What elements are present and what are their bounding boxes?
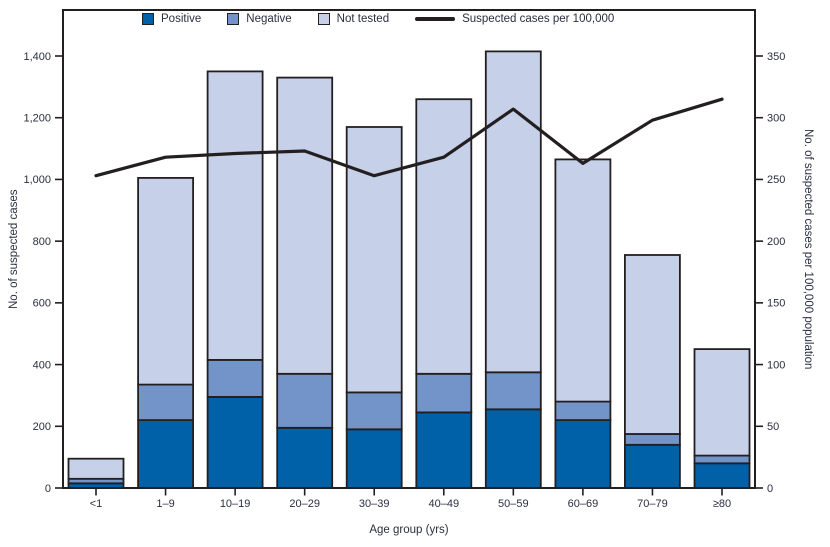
left-tick-label: 1,400 — [23, 51, 51, 63]
x-axis-title: Age group (yrs) — [369, 524, 449, 536]
bar-segment — [693, 462, 751, 489]
left-tick-label: 1,200 — [23, 113, 51, 125]
legend-item-line: Suspected cases per 100,000 — [415, 13, 614, 25]
bar-segment — [345, 126, 403, 394]
x-tick-label: 30–39 — [359, 498, 390, 510]
left-tick-label: 400 — [33, 359, 51, 371]
bar-segment — [624, 443, 681, 489]
x-tick-label: 20–29 — [289, 498, 320, 510]
legend-label: Positive — [161, 13, 202, 25]
plot-frame — [62, 9, 756, 489]
right-tick-label: 50 — [767, 421, 779, 433]
not-tested-swatch-icon — [317, 13, 330, 25]
x-tick-label: 1–9 — [156, 498, 174, 510]
bar-segment — [484, 408, 542, 489]
left-tick-label: 1,000 — [23, 174, 51, 186]
x-tick-label: 70–79 — [637, 498, 668, 510]
bar-segment — [345, 428, 403, 489]
x-tick-label: 60–69 — [568, 498, 599, 510]
legend-item-not-tested: Not tested — [317, 13, 390, 25]
left-tick-label: 800 — [33, 236, 51, 248]
bar-segment — [206, 70, 264, 361]
legend-item-positive: Positive — [142, 13, 201, 25]
right-tick-label: 150 — [767, 298, 785, 310]
bar-segment — [206, 358, 264, 398]
x-tick-label: 10–19 — [220, 498, 251, 510]
bar-segment — [415, 411, 473, 489]
x-tick-label: <1 — [90, 498, 103, 510]
line-swatch-icon — [415, 17, 456, 21]
right-tick-label: 300 — [767, 113, 785, 125]
bar-segment — [484, 371, 542, 411]
left-tick-label: 200 — [33, 421, 51, 433]
right-tick-label: 0 — [767, 483, 773, 495]
bar-segment — [554, 400, 612, 422]
left-tick-label: 0 — [45, 483, 51, 495]
bar-segment — [137, 419, 195, 489]
right-tick-label: 200 — [767, 236, 785, 248]
bar-segment — [276, 76, 334, 375]
bar-segment — [276, 372, 334, 429]
bar-segment — [415, 98, 473, 375]
bar-segment — [415, 372, 473, 414]
x-tick-label: 40–49 — [428, 498, 459, 510]
right-tick-label: 100 — [767, 359, 785, 371]
bar-segment — [276, 426, 334, 489]
bar-segment — [345, 391, 403, 431]
positive-swatch-icon — [142, 13, 154, 25]
bar-segment — [624, 433, 681, 446]
x-tick-label: ≥80 — [713, 498, 731, 510]
left-tick-label: 600 — [33, 298, 51, 310]
bar-segment — [624, 254, 681, 435]
negative-swatch-icon — [227, 13, 240, 25]
bar-segment — [484, 50, 542, 374]
bar-segment — [693, 348, 751, 457]
legend: Positive Negative Not tested Suspected c… — [0, 13, 830, 25]
legend-item-negative: Negative — [227, 13, 292, 25]
bar-segment — [554, 158, 612, 403]
legend-label: Negative — [246, 13, 292, 25]
legend-label: Suspected cases per 100,000 — [462, 13, 615, 25]
bar-segment — [693, 454, 751, 465]
right-tick-label: 250 — [767, 174, 785, 186]
bar-segment — [206, 396, 264, 489]
suspected-cases-line — [94, 97, 724, 178]
bar-segment — [137, 176, 195, 386]
left-axis-title: No. of suspected cases — [8, 189, 20, 309]
bar-segment — [67, 457, 125, 480]
x-tick-label: 50–59 — [498, 498, 529, 510]
bar-segment — [137, 383, 195, 422]
right-axis-title: No. of suspected cases per 100,000 popul… — [802, 128, 814, 370]
bar-segment — [554, 419, 612, 489]
legend-label: Not tested — [336, 13, 390, 25]
right-tick-label: 350 — [767, 51, 785, 63]
